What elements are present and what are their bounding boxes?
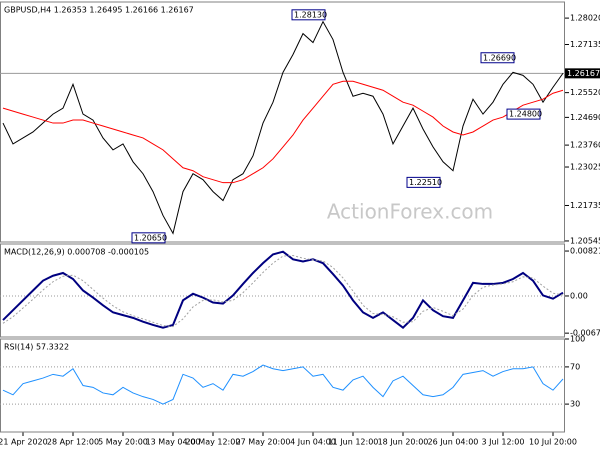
y-tick-label: 1.23025 <box>570 163 600 172</box>
x-tick-label: 27 May 20:00 <box>236 438 291 447</box>
y-tick-label: 100 <box>570 335 585 344</box>
y-tick-label: 0.00 <box>570 291 588 300</box>
x-tick-label: 26 Jun 04:00 <box>428 438 479 447</box>
y-tick-label: 1.23760 <box>570 141 600 150</box>
y-tick-label: -0.006796 <box>570 329 600 338</box>
panel-title: GBPUSD,H4 1.26353 1.26495 1.26166 1.2616… <box>4 6 194 15</box>
y-tick-label: 1.28020 <box>570 14 600 23</box>
series-line <box>2 364 564 405</box>
series-line <box>2 254 564 328</box>
x-tick-label: 4 Jun 04:00 <box>290 438 336 447</box>
panel-title: RSI(14) 57.3322 <box>4 343 69 352</box>
annotation-label: 1.26690 <box>483 53 516 62</box>
x-tick-label: 10 Jul 20:00 <box>529 438 577 447</box>
last-price-box <box>565 68 600 79</box>
x-tick-label: 18 Jun 20:00 <box>378 438 429 447</box>
series-line <box>2 20 564 235</box>
annotation-label: 1.24800 <box>509 110 542 119</box>
last-price-label: 1.26167 <box>567 69 600 78</box>
annotation-label: 1.28130 <box>294 10 327 19</box>
y-tick-label: 1.25520 <box>570 88 600 97</box>
panel-frame <box>0 1 565 243</box>
panel-frame <box>0 338 565 433</box>
x-tick-label: 11 Jun 12:00 <box>328 438 379 447</box>
x-tick-label: 5 May 20:00 <box>98 438 148 447</box>
y-tick-label: 1.20545 <box>570 236 600 245</box>
annotation-label: 1.20650 <box>134 233 167 242</box>
x-tick-label: 28 Apr 12:00 <box>47 438 99 447</box>
annotation-box <box>480 52 515 64</box>
x-tick-label: 13 May 04:00 <box>146 438 201 447</box>
panel-title: MACD(12,26,9) 0.000708 -0.000105 <box>4 248 149 257</box>
y-tick-label: 70 <box>570 362 580 371</box>
annotation-box <box>406 176 441 188</box>
series-line <box>2 80 564 184</box>
panel-frame <box>0 243 565 338</box>
series-line <box>2 250 564 330</box>
annotation-label: 1.22510 <box>409 178 442 187</box>
y-tick-label: 1.24690 <box>570 113 600 122</box>
y-tick-label: 1.21735 <box>570 201 600 210</box>
x-tick-label: 3 Jul 12:00 <box>482 438 525 447</box>
y-tick-label: 30 <box>570 400 580 409</box>
annotation-box <box>291 9 326 21</box>
annotation-box <box>131 232 166 244</box>
annotation-box <box>506 108 541 120</box>
x-tick-label: 21 Apr 2020 <box>0 438 48 447</box>
y-tick-label: 1.27135 <box>570 40 600 49</box>
y-tick-label: 0.008213 <box>570 247 600 256</box>
watermark: ActionForex.com <box>327 200 493 224</box>
x-tick-label: 20 May 12:00 <box>186 438 241 447</box>
